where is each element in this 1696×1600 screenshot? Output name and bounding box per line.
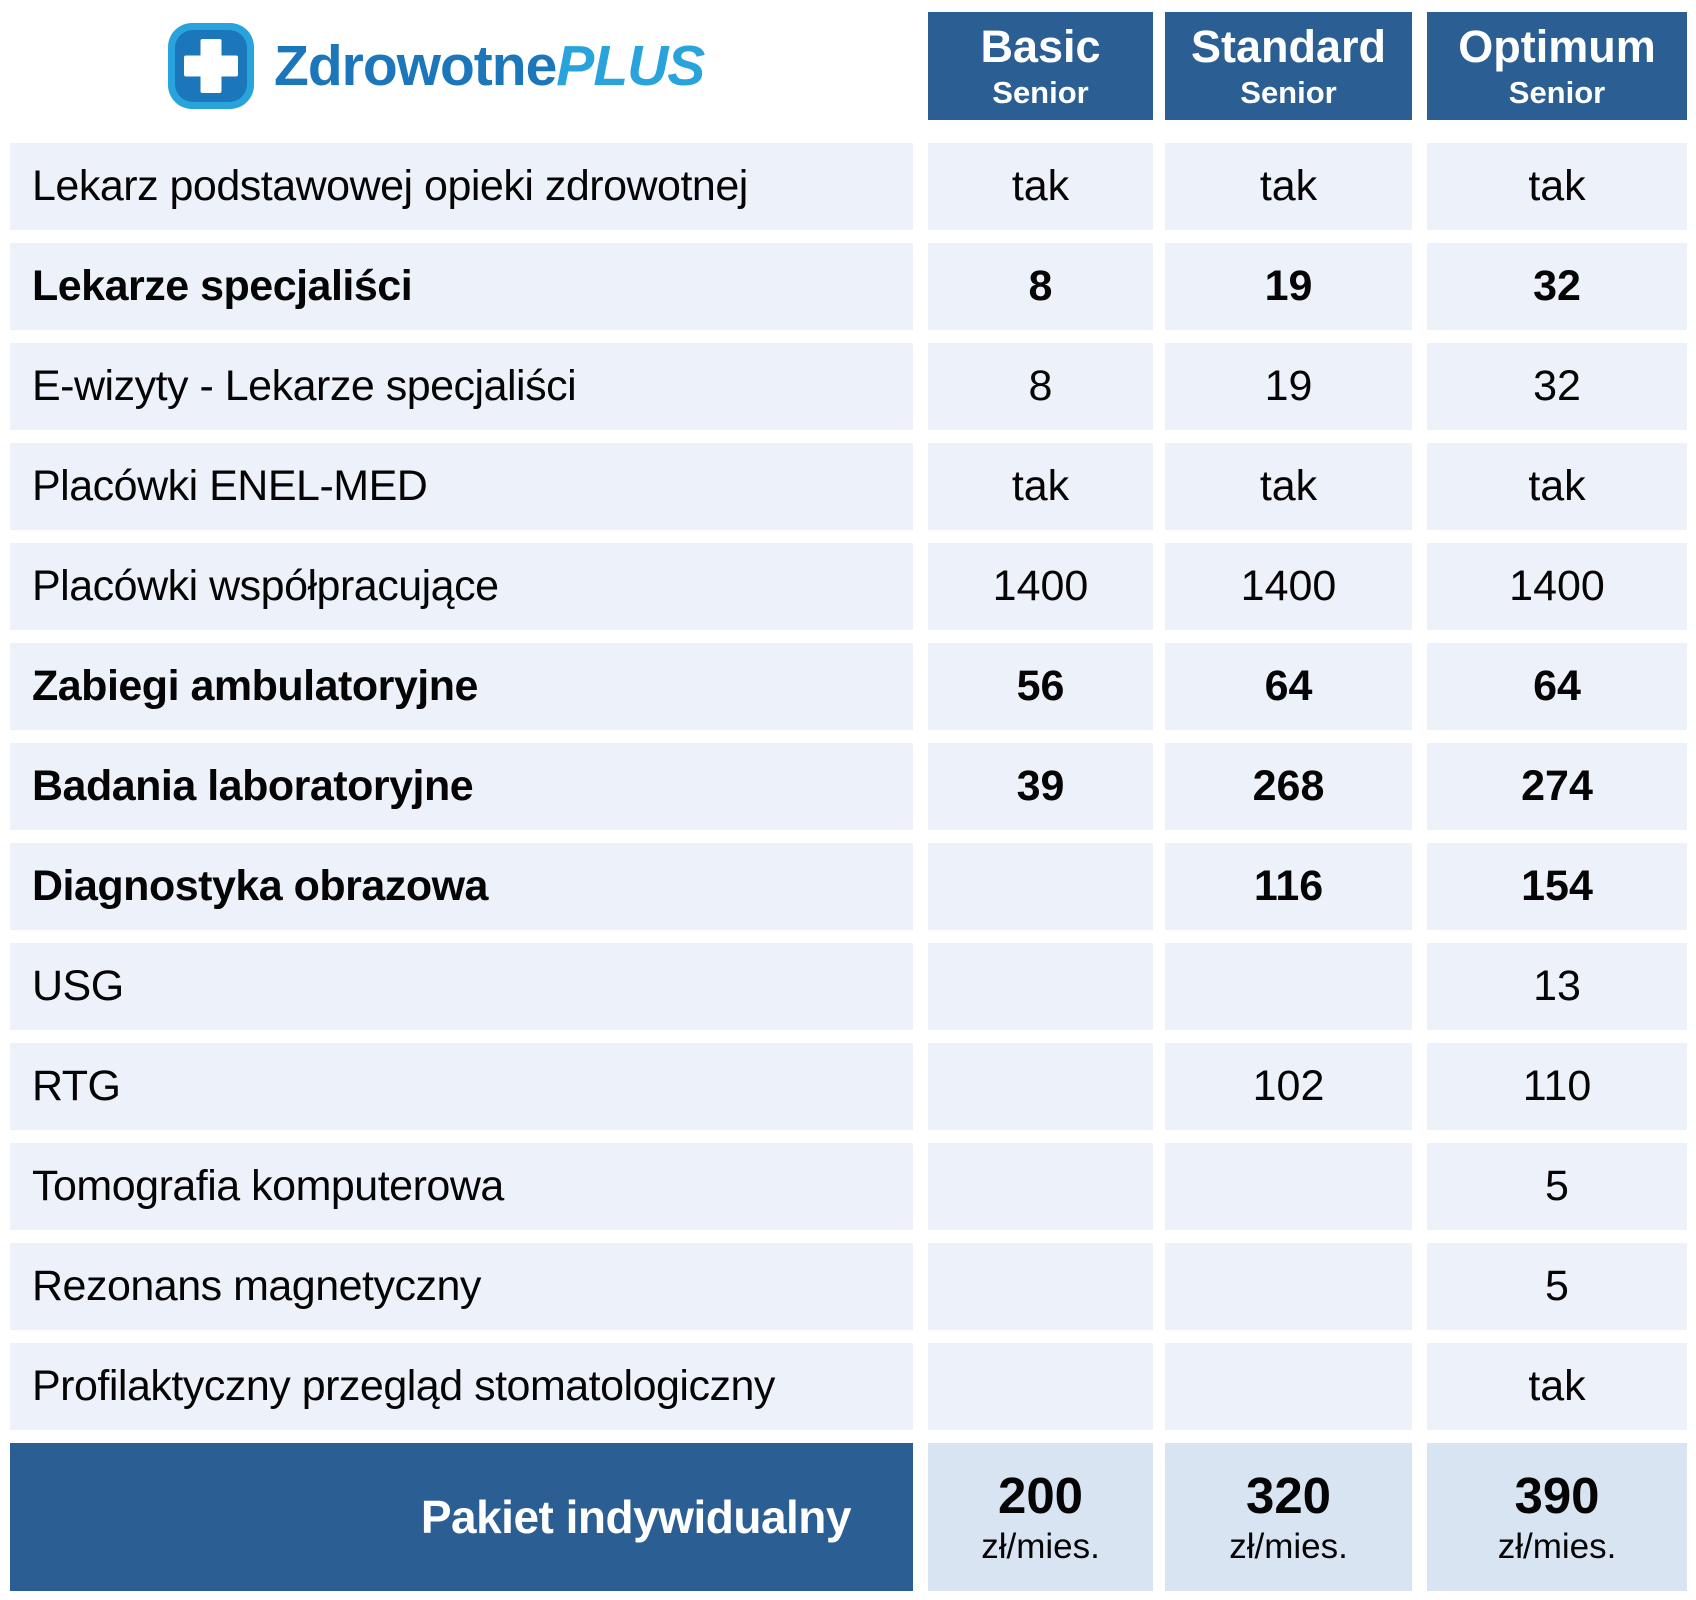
cell-standard: 19 (1165, 343, 1412, 430)
cell-standard (1165, 1143, 1412, 1230)
plan-header-standard: Standard Senior (1165, 12, 1412, 120)
table-body: Lekarz podstawowej opieki zdrowotnej tak… (10, 143, 1696, 1430)
table-row: Profilaktyczny przegląd stomatologiczny … (10, 1343, 1696, 1430)
brand-name-main: Zdrowotne (274, 34, 557, 98)
table-row: Badania laboratoryjne 39 268 274 (10, 743, 1696, 830)
table-row: Lekarze specjaliści 8 19 32 (10, 243, 1696, 330)
cell-optimum: 32 (1427, 243, 1687, 330)
row-label: E-wizyty - Lekarze specjaliści (10, 343, 913, 430)
row-label: Placówki współpracujące (10, 543, 913, 630)
cell-basic (928, 1143, 1153, 1230)
cell-optimum: tak (1427, 143, 1687, 230)
table-footer: Pakiet indywidualny 200 zł/mies. 320 zł/… (10, 1443, 1696, 1591)
cell-optimum: 5 (1427, 1143, 1687, 1230)
row-label: Badania laboratoryjne (10, 743, 913, 830)
cell-basic: 8 (928, 343, 1153, 430)
cell-basic (928, 1343, 1153, 1430)
cell-optimum: 154 (1427, 843, 1687, 930)
cell-basic: 8 (928, 243, 1153, 330)
table-row: RTG 102 110 (10, 1043, 1696, 1130)
cell-standard: 1400 (1165, 543, 1412, 630)
row-label: Profilaktyczny przegląd stomatologiczny (10, 1343, 913, 1430)
cell-standard: 116 (1165, 843, 1412, 930)
brand-name-suffix: PLUS (556, 34, 705, 98)
table-row: E-wizyty - Lekarze specjaliści 8 19 32 (10, 343, 1696, 430)
cell-basic: 56 (928, 643, 1153, 730)
price-basic: 200 zł/mies. (928, 1443, 1153, 1591)
cell-basic: tak (928, 443, 1153, 530)
table-row: Zabiegi ambulatoryjne 56 64 64 (10, 643, 1696, 730)
cell-basic (928, 1243, 1153, 1330)
cell-standard: 64 (1165, 643, 1412, 730)
price-standard: 320 zł/mies. (1165, 1443, 1412, 1591)
plan-name: Optimum (1458, 21, 1656, 73)
cell-basic: tak (928, 143, 1153, 230)
cell-standard (1165, 1243, 1412, 1330)
cell-optimum: 64 (1427, 643, 1687, 730)
cell-optimum: 32 (1427, 343, 1687, 430)
cell-standard: 102 (1165, 1043, 1412, 1130)
row-label: RTG (10, 1043, 913, 1130)
row-label: Rezonans magnetyczny (10, 1243, 913, 1330)
plan-header-basic: Basic Senior (928, 12, 1153, 120)
plan-tier: Senior (1240, 75, 1337, 111)
cell-optimum: tak (1427, 443, 1687, 530)
cell-basic (928, 943, 1153, 1030)
cell-standard: 268 (1165, 743, 1412, 830)
plan-name: Basic (980, 21, 1101, 73)
cell-optimum: tak (1427, 1343, 1687, 1430)
table-row: Diagnostyka obrazowa 116 154 (10, 843, 1696, 930)
cell-optimum: 110 (1427, 1043, 1687, 1130)
medical-cross-icon (168, 23, 254, 109)
cell-standard: tak (1165, 143, 1412, 230)
cell-standard (1165, 1343, 1412, 1430)
plan-header-optimum: Optimum Senior (1427, 12, 1687, 120)
table-row: Tomografia komputerowa 5 (10, 1143, 1696, 1230)
cell-basic (928, 1043, 1153, 1130)
row-label: Tomografia komputerowa (10, 1143, 913, 1230)
row-label: USG (10, 943, 913, 1030)
row-label: Lekarz podstawowej opieki zdrowotnej (10, 143, 913, 230)
row-label: Lekarze specjaliści (10, 243, 913, 330)
price-amount: 200 (997, 1466, 1084, 1524)
price-amount: 320 (1245, 1466, 1332, 1524)
price-unit: zł/mies. (1497, 1526, 1617, 1566)
cell-standard (1165, 943, 1412, 1030)
cell-optimum: 13 (1427, 943, 1687, 1030)
price-unit: zł/mies. (981, 1526, 1100, 1566)
medical-cross-icon-inner (175, 30, 247, 102)
table-row: Rezonans magnetyczny 5 (10, 1243, 1696, 1330)
cell-basic: 1400 (928, 543, 1153, 630)
price-optimum: 390 zł/mies. (1427, 1443, 1687, 1591)
cell-standard: 19 (1165, 243, 1412, 330)
brand: ZdrowotnePLUS (10, 12, 913, 120)
price-amount: 390 (1514, 1466, 1600, 1524)
plan-tier: Senior (992, 75, 1089, 111)
table-row: Placówki współpracujące 1400 1400 1400 (10, 543, 1696, 630)
table-row: Lekarz podstawowej opieki zdrowotnej tak… (10, 143, 1696, 230)
table-header: ZdrowotnePLUS Basic Senior Standard Seni… (10, 12, 1696, 120)
cell-optimum: 5 (1427, 1243, 1687, 1330)
row-label: Diagnostyka obrazowa (10, 843, 913, 930)
table-row: Placówki ENEL-MED tak tak tak (10, 443, 1696, 530)
table-row: USG 13 (10, 943, 1696, 1030)
cell-optimum: 1400 (1427, 543, 1687, 630)
row-label: Placówki ENEL-MED (10, 443, 913, 530)
brand-name: ZdrowotnePLUS (274, 33, 705, 99)
cell-basic: 39 (928, 743, 1153, 830)
price-unit: zł/mies. (1229, 1526, 1348, 1566)
cell-optimum: 274 (1427, 743, 1687, 830)
row-label: Zabiegi ambulatoryjne (10, 643, 913, 730)
plan-tier: Senior (1508, 75, 1606, 111)
cell-standard: tak (1165, 443, 1412, 530)
plan-name: Standard (1190, 21, 1387, 73)
cell-basic (928, 843, 1153, 930)
footer-label: Pakiet indywidualny (10, 1443, 913, 1591)
